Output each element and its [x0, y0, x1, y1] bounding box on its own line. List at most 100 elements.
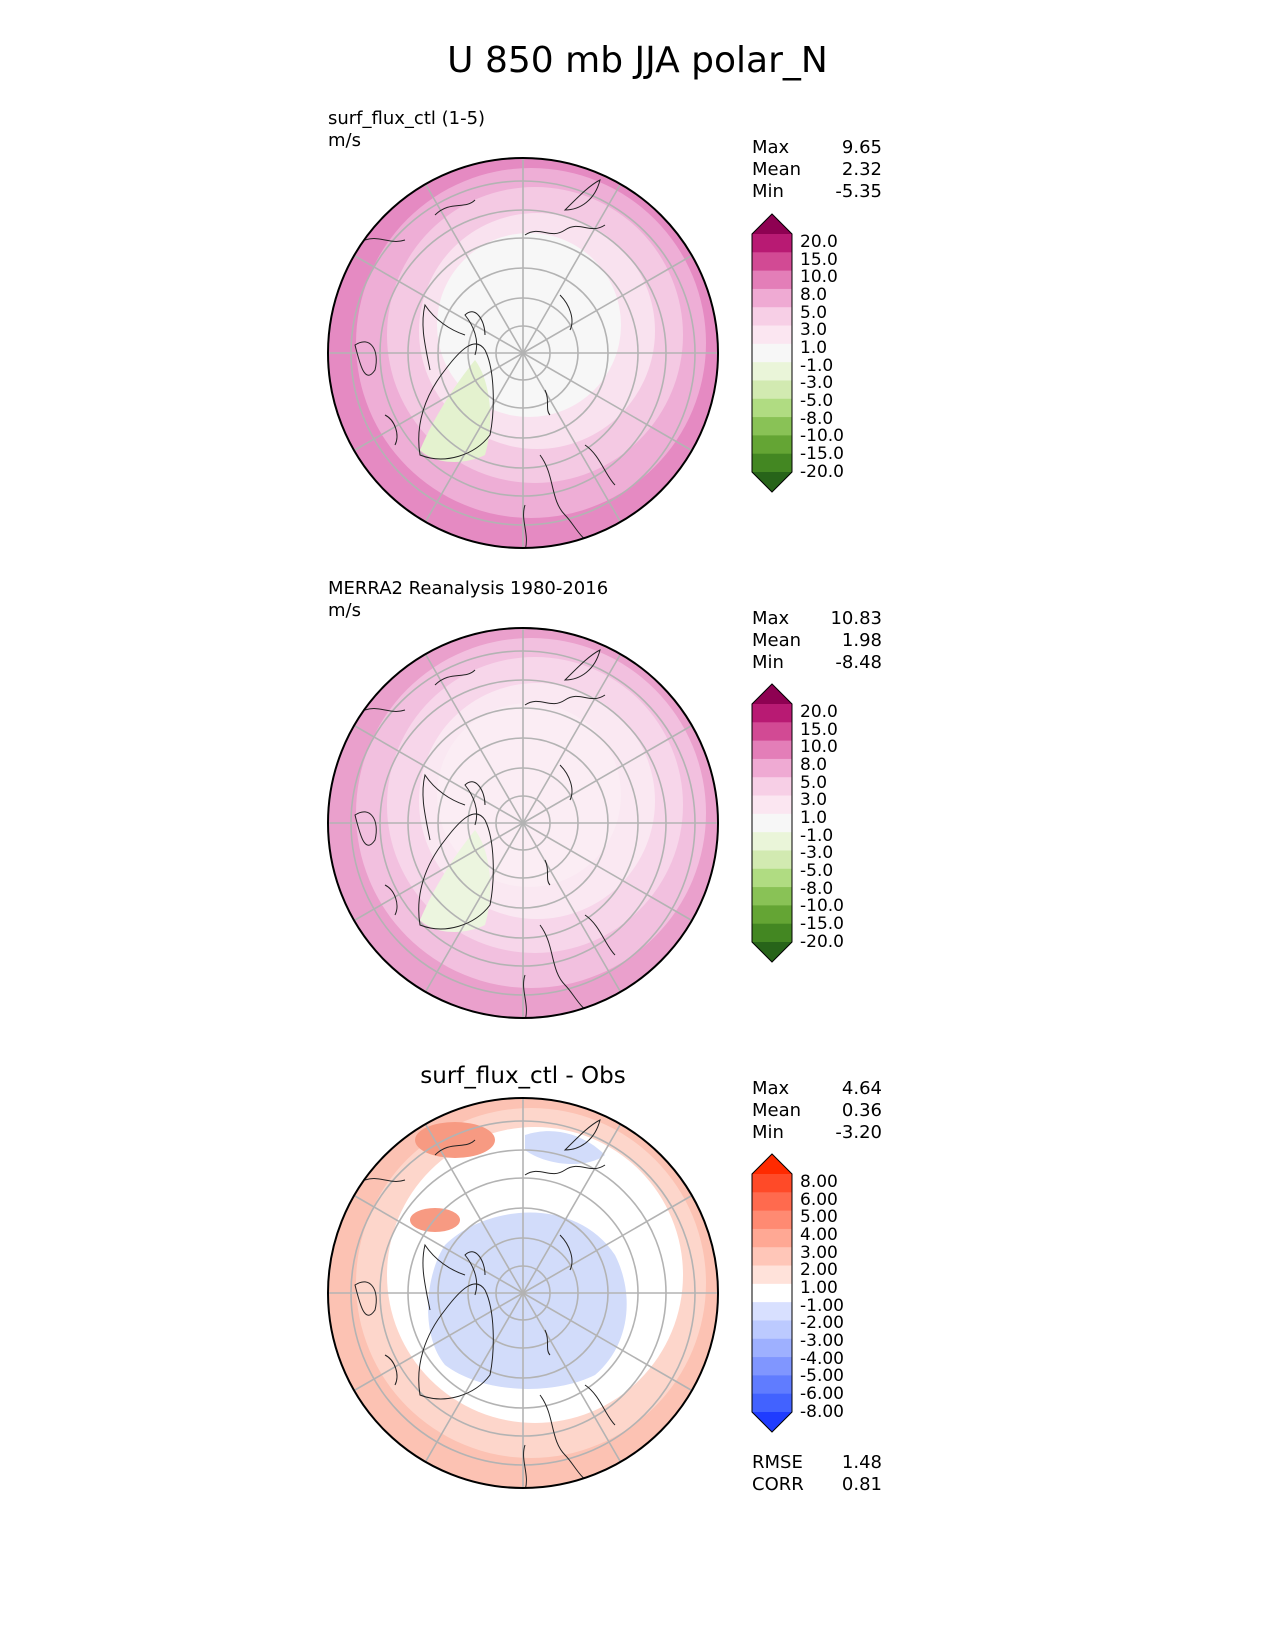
colorbar-tick-label: -1.0	[800, 355, 834, 376]
colorbar-tick-label: -4.00	[800, 1348, 844, 1369]
meridian-line	[353, 1292, 524, 1392]
colorbar-tick-label: 4.00	[800, 1224, 838, 1245]
meridian-line	[522, 1292, 622, 1463]
colorbar-bin	[752, 1247, 792, 1267]
colorbar-tick-label: -1.0	[800, 825, 834, 846]
colorbar-tick-label: -5.00	[800, 1366, 844, 1387]
colorbar-bin	[752, 270, 792, 290]
colorbar-tick-label: 3.0	[800, 790, 828, 811]
colorbar-bin	[752, 1375, 792, 1395]
map-boundary	[327, 627, 719, 1019]
metric-corr-label: CORR	[752, 1474, 804, 1495]
colorbar-tick-label: 20.0	[800, 702, 838, 722]
meridian-line	[522, 1194, 693, 1294]
stat-min-label: Min	[752, 652, 784, 673]
meridian-line	[522, 183, 622, 354]
panel-diff-title: surf_flux_ctl - Obs	[420, 1063, 626, 1089]
coastline	[524, 1164, 606, 1176]
colorbar-tick-label: -5.0	[800, 860, 834, 881]
colorbar-outline	[751, 683, 793, 963]
coastline	[422, 303, 466, 371]
panel-test-units: m/s	[328, 130, 361, 151]
colorbar-tick-label: -3.0	[800, 843, 834, 864]
colorbar-tick-label: -20.0	[800, 461, 844, 482]
colorbar-tick-label: -10.0	[800, 426, 844, 447]
coastline	[422, 773, 466, 841]
meridian-line	[522, 352, 622, 523]
field-negative-anomaly	[525, 1131, 605, 1165]
meridian-line	[424, 653, 524, 824]
panel-ref-colorbar-ticks: 20.0 15.0 10.0 8.0 5.0 3.0 1.0 -1.0 -3.0 -5.0 -8.0…	[800, 702, 844, 951]
meridian-line	[353, 724, 524, 824]
coastline	[364, 238, 406, 242]
colorbar-tick-label: 3.00	[800, 1242, 838, 1263]
coastline	[563, 649, 601, 681]
colorbar-bin	[752, 1228, 792, 1248]
colorbar-bin	[752, 252, 792, 272]
colorbar-bin	[752, 1174, 792, 1193]
figure-title: U 850 mb JJA polar_N	[447, 40, 828, 81]
field-positive-anomaly	[415, 1122, 495, 1158]
coastline	[354, 341, 377, 376]
colorbar-tick-label: 1.00	[800, 1277, 838, 1298]
meridian-line	[522, 254, 693, 354]
meridian-line	[522, 822, 693, 922]
colorbar-tick-label: -10.0	[800, 896, 844, 917]
coastline	[563, 179, 601, 211]
colorbar-tick-label: -8.0	[800, 878, 834, 899]
coastline	[544, 859, 551, 886]
colorbar-bin	[752, 850, 792, 870]
colorbar-bin	[752, 868, 792, 888]
coastline	[464, 1251, 486, 1296]
coastline	[563, 1119, 601, 1151]
stat-max-label: Max	[752, 608, 790, 629]
colorbar-tick-label: -8.0	[800, 408, 834, 429]
stat-min-value: -3.20	[835, 1122, 882, 1143]
colorbar-extend-bottom	[752, 472, 792, 492]
coastline	[384, 1354, 398, 1386]
coastline	[434, 669, 476, 686]
meridian-line	[522, 1123, 622, 1294]
meridian-line	[522, 1292, 693, 1392]
coastline	[434, 1139, 476, 1156]
map-field	[328, 628, 718, 1018]
colorbar-extend-top	[752, 1154, 792, 1174]
colorbar-bin	[752, 887, 792, 906]
field-negative-anomaly	[420, 830, 491, 932]
colorbar-outline	[751, 1153, 793, 1433]
colorbar-bin	[752, 1357, 792, 1376]
colorbar-extend-bottom	[752, 1412, 792, 1432]
stat-mean-label: Mean	[752, 1100, 802, 1121]
panel-test-polar-map	[327, 157, 719, 549]
meridian-line	[353, 822, 524, 922]
stat-min-label: Min	[752, 181, 784, 202]
colorbar-bin	[752, 343, 792, 363]
coastline	[524, 224, 606, 236]
coastline	[384, 414, 398, 446]
colorbar-bin	[752, 777, 792, 797]
coastline	[559, 294, 573, 331]
colorbar-tick-label: 20.0	[800, 232, 838, 252]
panel-diff-polar-map	[327, 1097, 719, 1489]
colorbar-tick-label: 5.0	[800, 772, 828, 793]
panel-ref-units: m/s	[328, 600, 361, 621]
map-boundary	[327, 1097, 719, 1489]
stat-mean-label: Mean	[752, 159, 802, 180]
meridian-line	[353, 352, 524, 452]
colorbar-bin	[752, 1320, 792, 1340]
colorbar-bin	[752, 380, 792, 400]
meridian-line	[522, 724, 693, 824]
colorbar-bin	[752, 307, 792, 327]
panel-diff-stats: Max 4.64 Mean 0.36 Min -3.20	[752, 1078, 882, 1144]
colorbar-bin	[752, 905, 792, 925]
panel-ref-label: MERRA2 Reanalysis 1980-2016 m/s	[328, 578, 608, 622]
colorbar-tick-label: -15.0	[800, 913, 844, 934]
colorbar-tick-label: 8.0	[800, 754, 828, 775]
colorbar-outline	[751, 213, 793, 493]
stat-max-label: Max	[752, 1078, 790, 1099]
stat-mean-value: 0.36	[841, 1100, 882, 1121]
colorbar-bin	[752, 1393, 792, 1413]
colorbar-bin	[752, 758, 792, 778]
meridian-line	[424, 352, 524, 523]
panel-ref-stats: Max 10.83 Mean 1.98 Min -8.48	[752, 608, 882, 674]
